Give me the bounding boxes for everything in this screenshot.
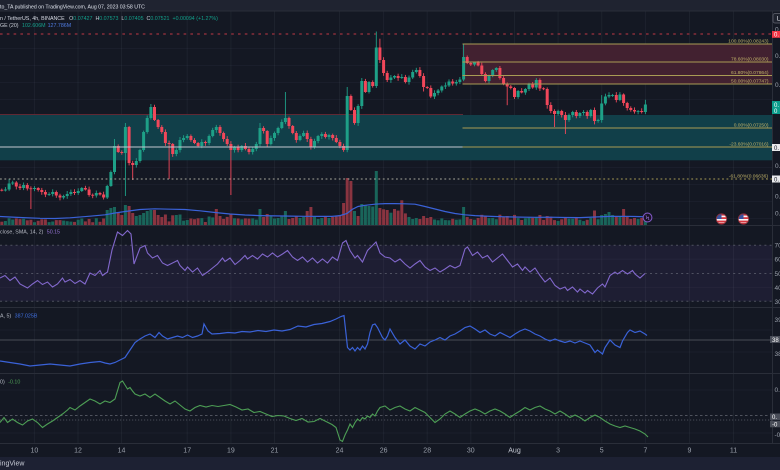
svg-text:26: 26 [380, 448, 388, 455]
svg-text:0.08: 0.08 [775, 163, 780, 170]
svg-text:to_TA published on TradingView: to_TA published on TradingView.com, Aug … [0, 5, 145, 11]
svg-text:-61.80%(0.06636): -61.80%(0.06636) [729, 174, 769, 180]
svg-text:50: 50 [775, 271, 780, 278]
svg-text:Aug: Aug [508, 448, 521, 455]
svg-text:17: 17 [183, 448, 191, 455]
svg-text:7: 7 [643, 448, 647, 455]
svg-text:38: 38 [775, 351, 780, 358]
svg-text:50.00%(0.07747): 50.00%(0.07747) [731, 79, 769, 85]
svg-text:A, 5) 387.025B: A, 5) 387.025B [0, 313, 38, 319]
svg-text:0.: 0. [772, 415, 777, 421]
svg-text:10: 10 [31, 448, 39, 455]
svg-text:U: U [777, 16, 780, 23]
svg-text:19: 19 [227, 448, 235, 455]
svg-text:60: 60 [775, 257, 780, 264]
svg-text:9: 9 [688, 448, 692, 455]
svg-text:0.08: 0.08 [775, 27, 780, 34]
svg-text:28: 28 [423, 448, 431, 455]
svg-text:30: 30 [775, 299, 780, 306]
svg-text:-23.60%(0.07016): -23.60%(0.07016) [729, 142, 769, 148]
svg-text:21: 21 [271, 448, 279, 455]
svg-text:12: 12 [74, 448, 82, 455]
svg-text:11: 11 [730, 448, 737, 455]
svg-text:14: 14 [118, 448, 126, 455]
svg-text:0.08: 0.08 [775, 53, 780, 60]
svg-text:0.: 0. [774, 177, 779, 183]
svg-text:-0: -0 [775, 432, 780, 439]
svg-text:100.00%(0.08243): 100.00%(0.08243) [728, 39, 769, 45]
svg-text:0) -0.10: 0) -0.10 [0, 379, 20, 385]
svg-text:Ϟ: Ϟ [646, 216, 650, 222]
svg-text:-0: -0 [772, 422, 778, 428]
svg-text:40: 40 [775, 285, 780, 292]
svg-text:70: 70 [775, 243, 780, 250]
svg-text:61.80%(0.07864): 61.80%(0.07864) [731, 70, 769, 76]
svg-text:3: 3 [556, 448, 560, 455]
svg-text:0.00%(0.07250): 0.00%(0.07250) [734, 123, 769, 129]
svg-text:30: 30 [467, 448, 475, 455]
svg-text:0: 0 [774, 109, 778, 115]
svg-text:0.5: 0.5 [775, 387, 780, 394]
svg-text:0.08: 0.08 [775, 82, 780, 89]
svg-text:0.: 0. [774, 103, 779, 109]
svg-text:0.08: 0.08 [775, 211, 780, 218]
svg-text:0.: 0. [774, 146, 779, 152]
svg-text:78.60%(0.08030): 78.60%(0.08030) [731, 57, 769, 63]
svg-text:38: 38 [772, 338, 779, 344]
svg-text:39: 39 [775, 317, 780, 324]
svg-text:5: 5 [600, 448, 604, 455]
svg-text:0.: 0. [774, 33, 779, 39]
svg-text:0.08: 0.08 [775, 194, 780, 201]
svg-text:ingView: ingView [0, 461, 25, 468]
svg-text:24: 24 [336, 448, 344, 455]
svg-text:close, SMA, 14, 2) 50.15: close, SMA, 14, 2) 50.15 [0, 229, 60, 235]
svg-text:n / TetherUS, 4h, BINANCE O0.0: n / TetherUS, 4h, BINANCE O0.07427 H0.075… [0, 16, 218, 22]
